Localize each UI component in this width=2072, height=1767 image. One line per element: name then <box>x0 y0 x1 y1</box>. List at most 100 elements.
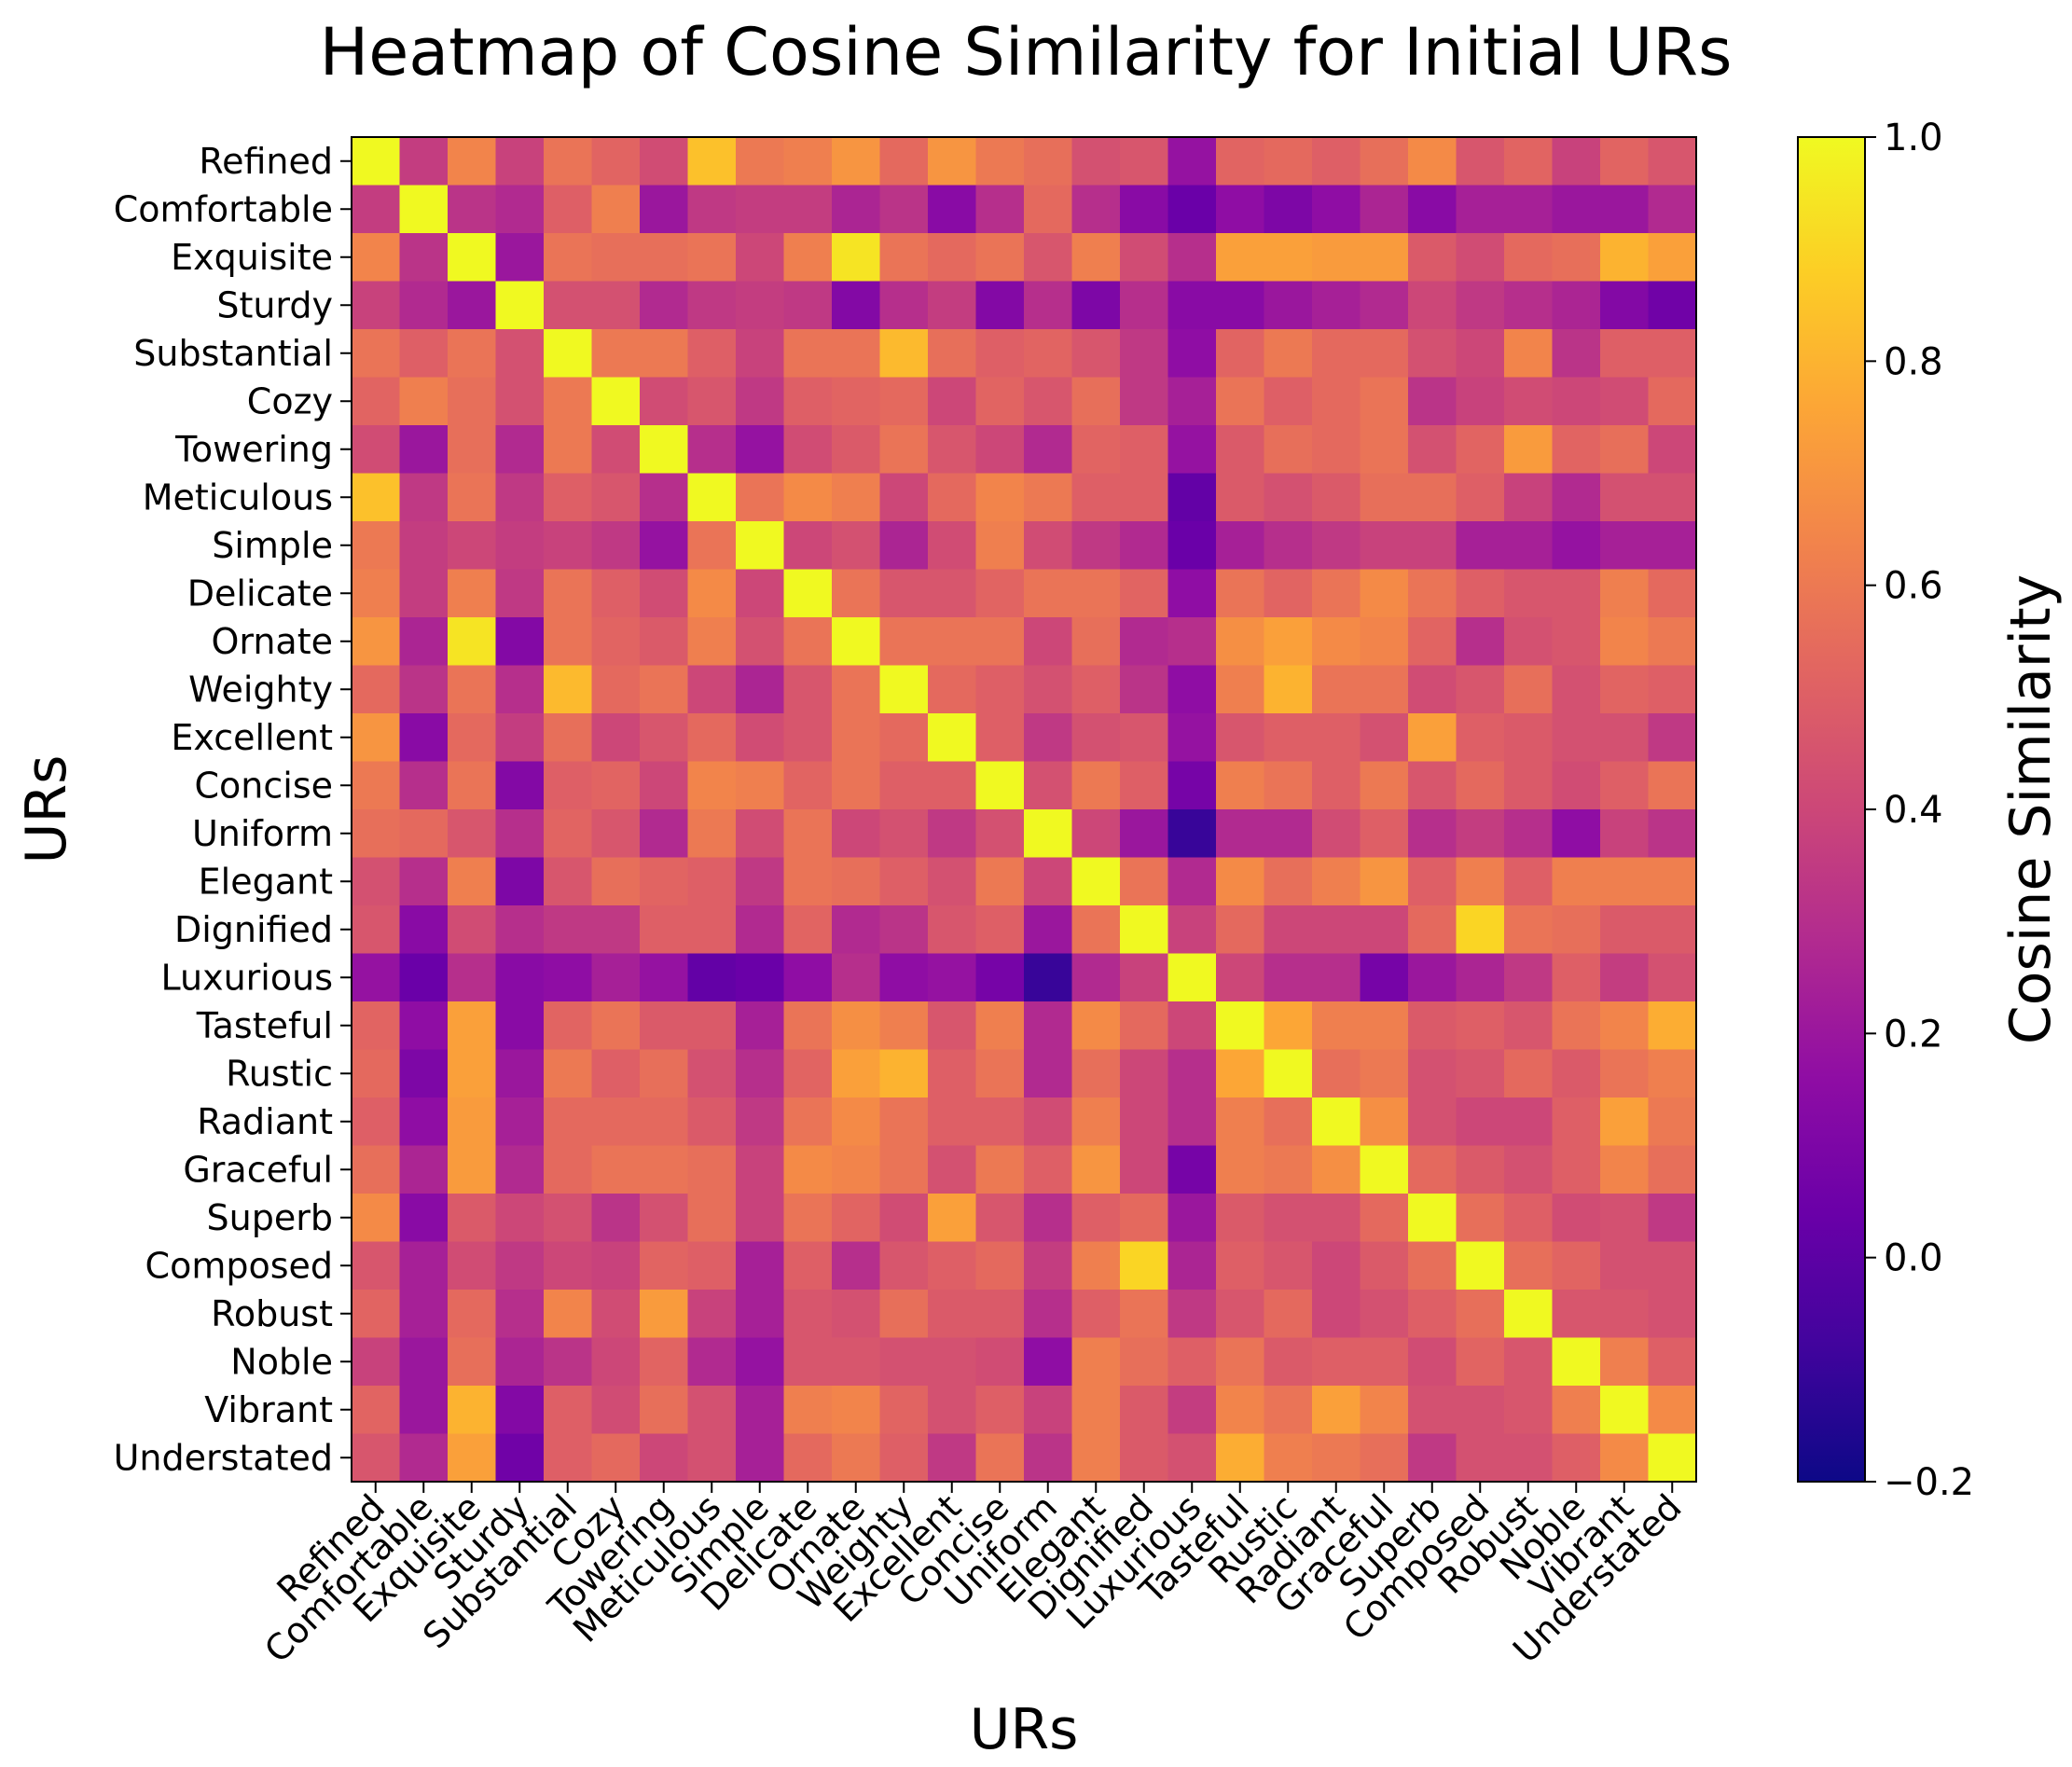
heatmap-cell <box>1600 137 1650 186</box>
heatmap-cell <box>1312 713 1361 763</box>
heatmap-cell <box>783 1097 833 1147</box>
heatmap-cell <box>736 1049 785 1098</box>
heatmap-cell <box>1600 233 1650 283</box>
heatmap-cell <box>640 809 689 859</box>
heatmap-cell <box>1120 569 1169 618</box>
heatmap-cell <box>783 1001 833 1051</box>
heatmap-cell <box>928 1337 977 1387</box>
heatmap-cell <box>640 1337 689 1387</box>
y-tick-label: Noble <box>230 1341 333 1382</box>
heatmap-cell <box>1024 473 1073 522</box>
colorbar-tick-label: 0.2 <box>1884 1013 1943 1056</box>
heatmap-cell <box>783 569 833 618</box>
heatmap-cell <box>928 713 977 763</box>
heatmap-cell <box>1024 137 1073 186</box>
heatmap-cell <box>736 377 785 426</box>
heatmap-cell <box>928 473 977 522</box>
heatmap-cell <box>832 425 881 475</box>
heatmap-cell <box>1167 1290 1217 1339</box>
heatmap-cell <box>1312 905 1361 955</box>
heatmap-cell <box>495 1097 545 1147</box>
heatmap-cell <box>1120 713 1169 763</box>
y-tick-label: Graceful <box>183 1149 333 1190</box>
heatmap-cell <box>1456 185 1505 234</box>
heatmap-cell <box>1408 1290 1457 1339</box>
heatmap-cell <box>1216 761 1265 810</box>
heatmap-cell <box>1552 665 1601 714</box>
heatmap-cell <box>687 1290 737 1339</box>
y-tick-label: Superb <box>207 1197 333 1238</box>
heatmap-cell <box>783 617 833 667</box>
heatmap-cell <box>783 281 833 330</box>
heatmap-cell <box>783 1433 833 1483</box>
heatmap-cell <box>1504 473 1554 522</box>
heatmap-cell <box>783 1241 833 1291</box>
y-axis-ticks: Refined Comfortable Exquisite Sturdy Substan… <box>114 141 352 1478</box>
heatmap-cell <box>1552 761 1601 810</box>
heatmap-cell <box>448 329 497 379</box>
heatmap-cell <box>591 857 641 906</box>
y-tick-label: Excellent <box>171 717 333 758</box>
heatmap-cell <box>544 329 593 379</box>
heatmap-cell <box>736 1145 785 1194</box>
heatmap-cell <box>544 1433 593 1483</box>
heatmap-cell <box>1600 425 1650 475</box>
heatmap-cell <box>1120 137 1169 186</box>
heatmap-cell <box>1456 1386 1505 1435</box>
heatmap-cell <box>1408 857 1457 906</box>
heatmap-cell <box>591 1194 641 1243</box>
y-tick-label: Understated <box>114 1437 333 1478</box>
heatmap-cell <box>736 281 785 330</box>
heatmap-cell <box>352 857 401 906</box>
heatmap-cell <box>1167 1241 1217 1291</box>
heatmap-cell <box>1600 329 1650 379</box>
heatmap-cell <box>1456 713 1505 763</box>
heatmap-cell <box>1167 761 1217 810</box>
x-axis-label: URs <box>970 1697 1079 1762</box>
heatmap-cell <box>687 857 737 906</box>
heatmap-cell <box>687 1194 737 1243</box>
heatmap-cell <box>1408 1049 1457 1098</box>
heatmap-cell <box>1552 1194 1601 1243</box>
heatmap-cell <box>1552 521 1601 571</box>
heatmap-cell <box>687 137 737 186</box>
heatmap-cell <box>1264 1097 1313 1147</box>
heatmap-cell <box>640 1241 689 1291</box>
heatmap-cell <box>1648 617 1697 667</box>
heatmap-cell <box>1024 905 1073 955</box>
heatmap-cell <box>1648 809 1697 859</box>
heatmap-cell <box>1264 761 1313 810</box>
heatmap-cell <box>591 713 641 763</box>
heatmap-cell <box>687 713 737 763</box>
heatmap-cell <box>1120 665 1169 714</box>
heatmap-cell <box>879 425 929 475</box>
heatmap-cell <box>448 1433 497 1483</box>
heatmap-cell <box>1167 857 1217 906</box>
heatmap-cell <box>1360 569 1409 618</box>
heatmap-cell <box>1312 1097 1361 1147</box>
heatmap-cell <box>399 1241 449 1291</box>
heatmap-cell <box>448 1097 497 1147</box>
heatmap-cell <box>1264 809 1313 859</box>
heatmap-cell <box>975 1386 1025 1435</box>
heatmap-cell <box>879 1337 929 1387</box>
heatmap-cell <box>687 761 737 810</box>
heatmap-cell <box>879 1290 929 1339</box>
heatmap-cell <box>975 1097 1025 1147</box>
heatmap-cell <box>928 1433 977 1483</box>
heatmap-cell <box>1360 425 1409 475</box>
heatmap-cell <box>1360 281 1409 330</box>
heatmap-cell <box>399 953 449 1002</box>
heatmap-cell <box>879 1194 929 1243</box>
heatmap-cell <box>736 857 785 906</box>
heatmap-cell <box>1312 1433 1361 1483</box>
heatmap-cell <box>1216 521 1265 571</box>
colorbar-tick-label: 0.6 <box>1884 565 1943 608</box>
heatmap-cell <box>1167 377 1217 426</box>
heatmap-cell <box>1456 1097 1505 1147</box>
heatmap-cell <box>783 425 833 475</box>
heatmap-cell <box>1312 1049 1361 1098</box>
heatmap-cell <box>879 761 929 810</box>
heatmap-cell <box>1024 569 1073 618</box>
heatmap-cell <box>448 857 497 906</box>
